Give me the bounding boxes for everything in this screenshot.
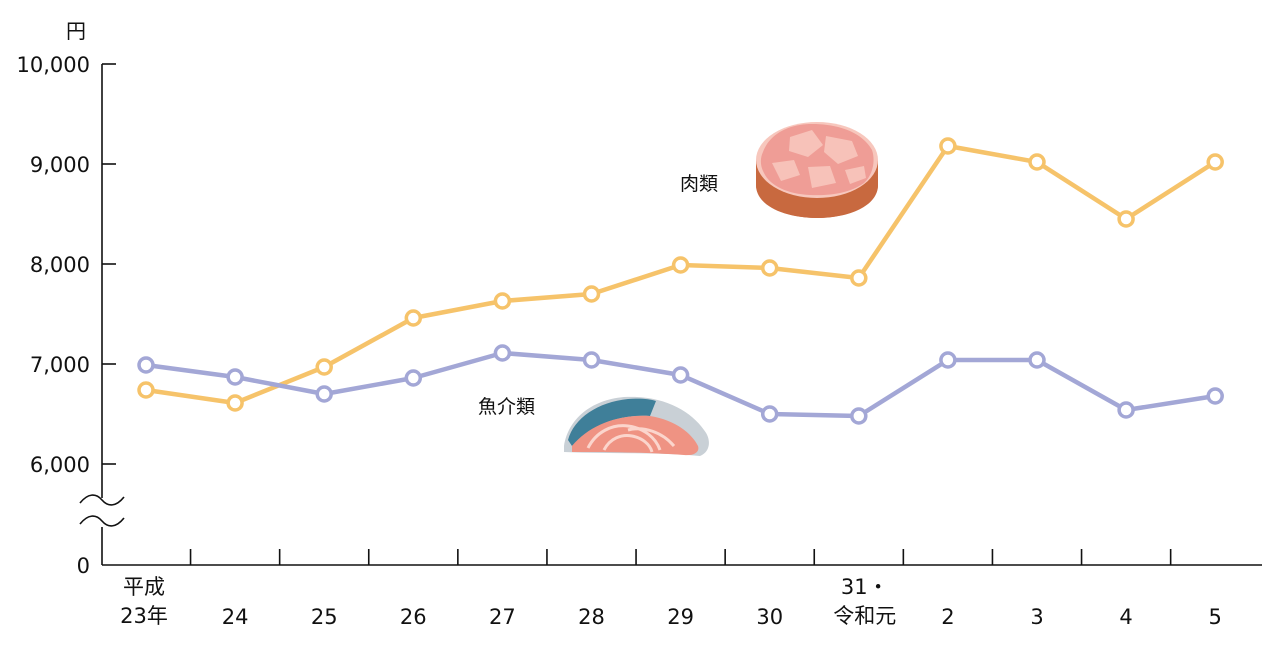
- data-point-meat: [493, 292, 512, 310]
- data-point-fish: [850, 407, 868, 425]
- x-tick-label: 5: [1209, 605, 1222, 629]
- data-point-meat: [939, 137, 957, 155]
- data-point-fish: [939, 351, 957, 369]
- series-label-meat: 肉類: [680, 173, 718, 195]
- data-point-fish: [493, 344, 512, 362]
- data-point-meat: [1117, 210, 1135, 228]
- data-point-meat: [671, 256, 690, 274]
- data-point-meat: [137, 381, 155, 399]
- x-tick-label: 30: [756, 605, 783, 629]
- data-point-fish: [137, 356, 155, 374]
- y-tick-label: 6,000: [30, 453, 90, 477]
- data-point-meat: [850, 269, 868, 287]
- series-layer: [137, 137, 1224, 425]
- meat-illustration: [756, 122, 878, 218]
- y-tick-label: 7,000: [30, 353, 90, 377]
- data-point-fish: [226, 368, 244, 386]
- data-point-meat: [315, 358, 333, 376]
- data-point-meat: [1206, 153, 1224, 171]
- x-tick-label: 24: [222, 605, 249, 629]
- y-tick-label: 10,000: [17, 53, 90, 77]
- y-tick-label: 9,000: [30, 153, 90, 177]
- data-point-fish: [1117, 401, 1135, 419]
- data-point-meat: [1028, 153, 1046, 171]
- data-point-fish: [671, 366, 690, 384]
- x-tick-label: 29: [667, 605, 694, 629]
- y-axis: 10,000 9,000 8,000 7,000 6,000 0: [17, 53, 125, 578]
- x-tick-label: 2: [941, 605, 954, 629]
- x-tick-label: 3: [1030, 605, 1043, 629]
- data-point-fish: [315, 385, 333, 403]
- data-point-meat: [404, 309, 423, 327]
- x-tick-label: 31・令和元: [833, 575, 896, 628]
- series-line-fish: [145, 350, 1216, 419]
- y-axis-unit: 円: [66, 19, 86, 43]
- data-point-fish: [1206, 387, 1224, 405]
- y-tick-label: 0: [77, 554, 90, 578]
- data-point-meat: [226, 394, 244, 412]
- x-tick-label: 26: [400, 605, 427, 629]
- data-point-fish: [404, 369, 423, 387]
- x-axis: 平成 23年 24 25 26 27 28 29 30 31・令和元 2 3 4 5: [102, 549, 1262, 629]
- data-point-fish: [760, 405, 779, 423]
- data-point-fish: [582, 351, 601, 369]
- x-tick-label: 25: [311, 605, 338, 629]
- data-point-fish: [1028, 351, 1046, 369]
- axis-break-mark-bottom: [79, 515, 125, 527]
- x-tick-label: 28: [578, 605, 605, 629]
- x-tick-label: 4: [1119, 605, 1132, 629]
- series-label-fish: 魚介類: [478, 396, 535, 418]
- x-tick-label: 平成 23年: [120, 575, 168, 628]
- x-tick-label: 27: [489, 605, 516, 629]
- data-point-meat: [760, 259, 779, 277]
- fish-illustration: [564, 396, 709, 456]
- data-point-meat: [582, 285, 601, 303]
- axis-break-mark-top: [79, 494, 125, 506]
- y-tick-label: 8,000: [30, 253, 90, 277]
